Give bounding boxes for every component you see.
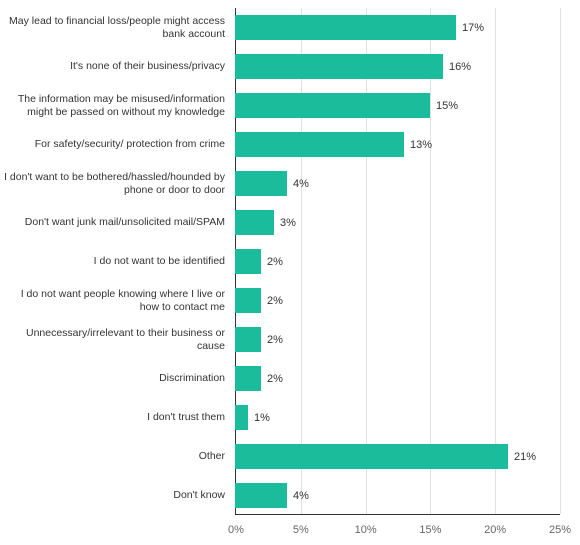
category-label: May lead to financial loss/people might … — [0, 15, 235, 40]
bar-area: 4% — [235, 476, 560, 515]
chart-row: I don't trust them 1% — [0, 398, 560, 437]
category-label: I do not want to be identified — [0, 255, 235, 268]
value-label: 21% — [514, 451, 536, 463]
value-label: 4% — [293, 178, 309, 190]
chart-row: Unnecessary/irrelevant to their business… — [0, 320, 560, 359]
bar-area: 2% — [235, 242, 560, 281]
x-tick-label: 5% — [293, 524, 309, 536]
x-tick-label: 15% — [419, 524, 441, 536]
bar-area: 2% — [235, 281, 560, 320]
chart-row: Discrimination 2% — [0, 359, 560, 398]
value-label: 2% — [267, 334, 283, 346]
value-label: 17% — [462, 22, 484, 34]
value-label: 16% — [449, 61, 471, 73]
chart-row: Other 21% — [0, 437, 560, 476]
bar — [235, 54, 443, 78]
category-label: It's none of their business/privacy — [0, 60, 235, 73]
value-label: 15% — [436, 100, 458, 112]
category-label: Don't know — [0, 489, 235, 502]
grid-line — [560, 8, 561, 514]
bar-area: 13% — [235, 125, 560, 164]
chart-row: For safety/security/ protection from cri… — [0, 125, 560, 164]
bar — [235, 366, 261, 390]
category-label: For safety/security/ protection from cri… — [0, 138, 235, 151]
bar-area: 1% — [235, 398, 560, 437]
bar-area: 3% — [235, 203, 560, 242]
value-label: 13% — [410, 139, 432, 151]
bar-area: 16% — [235, 47, 560, 86]
bar-area: 15% — [235, 86, 560, 125]
x-tick-label: 10% — [355, 524, 377, 536]
bar — [235, 288, 261, 312]
category-label: Unnecessary/irrelevant to their business… — [0, 327, 235, 352]
value-label: 4% — [293, 490, 309, 502]
chart-row: It's none of their business/privacy 16% — [0, 47, 560, 86]
chart-row: I don't want to be bothered/hassled/houn… — [0, 164, 560, 203]
bar-area: 2% — [235, 359, 560, 398]
chart-row: The information may be misused/informati… — [0, 86, 560, 125]
chart-row: Don't know 4% — [0, 476, 560, 515]
bar-area: 2% — [235, 320, 560, 359]
chart-row: Don't want junk mail/unsolicited mail/SP… — [0, 203, 560, 242]
bar-area: 21% — [235, 437, 560, 476]
bar — [235, 132, 404, 156]
value-label: 1% — [254, 412, 270, 424]
category-label: I don't trust them — [0, 411, 235, 424]
chart-rows: May lead to financial loss/people might … — [0, 8, 560, 515]
category-label: Discrimination — [0, 372, 235, 385]
horizontal-bar-chart: 0% 5% 10% 15% 20% 25% May lead to financial l… — [0, 0, 580, 545]
category-label: Other — [0, 450, 235, 463]
x-tick-label: 0% — [228, 524, 244, 536]
category-label: Don't want junk mail/unsolicited mail/SP… — [0, 216, 235, 229]
bar — [235, 444, 508, 468]
chart-row: I do not want to be identified 2% — [0, 242, 560, 281]
bar — [235, 327, 261, 351]
bar — [235, 405, 248, 429]
bar — [235, 171, 287, 195]
bar-area: 17% — [235, 8, 560, 47]
bar — [235, 483, 287, 507]
bar — [235, 210, 274, 234]
category-label: The information may be misused/informati… — [0, 93, 235, 118]
bar — [235, 249, 261, 273]
bar — [235, 15, 456, 39]
chart-row: May lead to financial loss/people might … — [0, 8, 560, 47]
value-label: 2% — [267, 256, 283, 268]
value-label: 3% — [280, 217, 296, 229]
chart-row: I do not want people knowing where I liv… — [0, 281, 560, 320]
category-label: I don't want to be bothered/hassled/houn… — [0, 171, 235, 196]
category-label: I do not want people knowing where I liv… — [0, 288, 235, 313]
x-tick-label: 20% — [484, 524, 506, 536]
value-label: 2% — [267, 373, 283, 385]
bar-area: 4% — [235, 164, 560, 203]
value-label: 2% — [267, 295, 283, 307]
bar — [235, 93, 430, 117]
x-tick-label: 25% — [549, 524, 571, 536]
